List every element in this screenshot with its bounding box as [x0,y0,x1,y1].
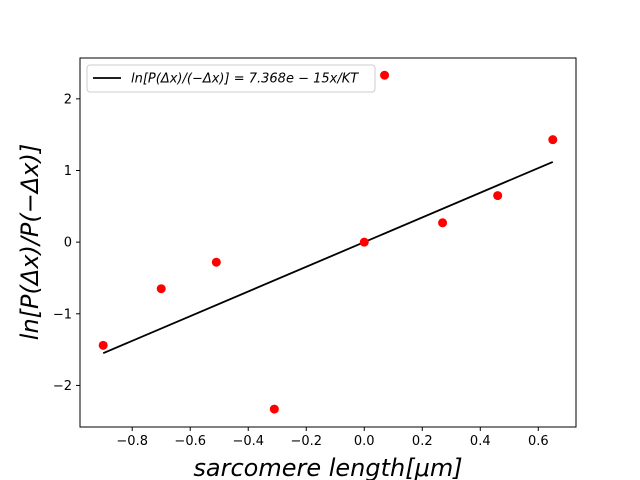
legend-box [86,64,376,93]
x-tick-label: −0.2 [290,434,322,449]
x-axis-ticks: −0.8 −0.6 −0.4 −0.2 0.0 0.2 0.4 0.6 [116,427,549,449]
y-tick-label: −2 [53,379,72,394]
data-point [438,218,448,228]
x-tick-label: −0.6 [174,434,206,449]
data-point [359,237,369,247]
x-tick-label: 0.4 [470,434,491,449]
data-point [493,191,503,201]
y-axis-label: ln[P(Δx)/P(−Δx)] [16,144,44,340]
x-tick-label: 0.6 [528,434,549,449]
y-axis-ticks: −2 −1 0 1 2 [53,92,80,394]
legend: ln[P(Δx)/(−Δx)] = 7.368e − 15x/KT [86,64,376,93]
data-point [211,257,221,267]
plot-area-border [79,57,577,428]
series-layer [98,70,558,414]
x-tick-label: −0.4 [232,434,264,449]
y-tick-label: 2 [64,92,72,107]
y-tick-label: 1 [64,164,72,179]
data-point [269,404,279,414]
x-tick-label: −0.8 [116,434,148,449]
x-tick-label: 0.2 [412,434,433,449]
x-tick-label: 0.0 [354,434,375,449]
data-point [380,70,390,80]
data-point [156,284,166,294]
fit-line [102,161,554,355]
data-point [98,340,108,350]
axes-frame [79,57,577,428]
y-tick-label: 0 [64,236,72,251]
y-tick-label: −1 [53,307,72,322]
legend-entry-label: ln[P(Δx)/(−Δx)] = 7.368e − 15x/KT [131,72,359,87]
data-point [548,135,558,145]
x-axis-label: sarcomere length[μm] [193,454,462,480]
